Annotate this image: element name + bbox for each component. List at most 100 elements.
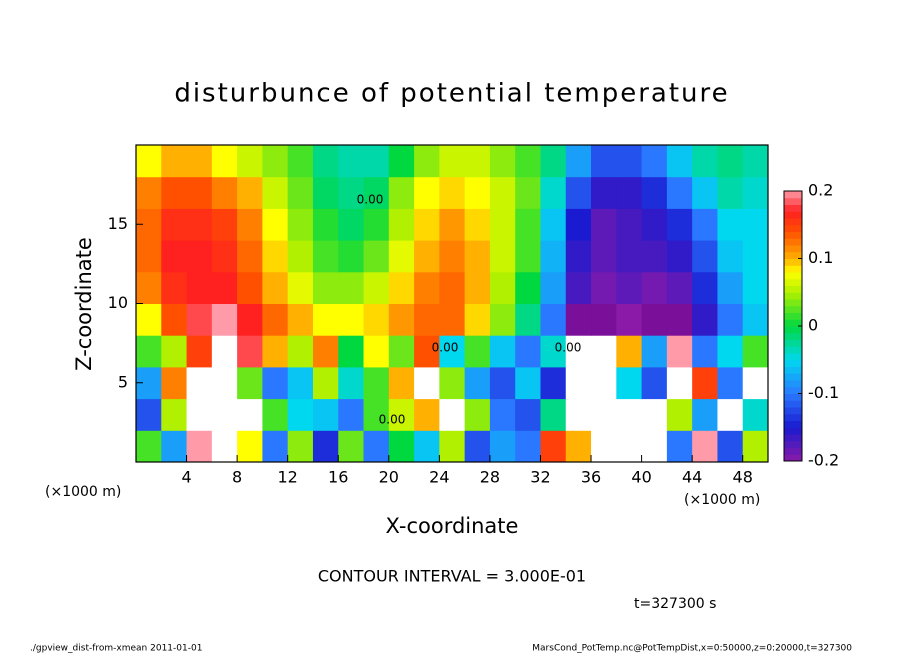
heatmap-cell: [262, 430, 289, 463]
heatmap-cell: [287, 176, 314, 209]
colorbar-segment: [784, 231, 802, 239]
heatmap-cell: [186, 303, 213, 336]
heatmap-cell: [666, 366, 693, 400]
heatmap-cell: [388, 208, 415, 241]
heatmap-cell: [666, 335, 693, 368]
heatmap-cell: [287, 271, 314, 304]
heatmap-cell: [186, 208, 213, 241]
heatmap-cell: [742, 398, 769, 431]
heatmap-cell: [641, 208, 668, 241]
colorbar-segment: [784, 427, 802, 435]
heatmap-cell: [489, 240, 516, 273]
heatmap-cell: [616, 271, 643, 304]
heatmap-cell: [262, 366, 289, 400]
heatmap-cell: [186, 240, 213, 273]
heatmap-cell: [464, 271, 491, 304]
heatmap-cell: [565, 366, 592, 400]
heatmap-cell: [363, 271, 390, 304]
heatmap-cell: [666, 430, 693, 463]
heatmap-cell: [338, 145, 365, 178]
heatmap-cell: [211, 335, 238, 368]
colorbar-tick-label: -0.2: [808, 451, 839, 470]
colorbar-segment: [784, 366, 802, 374]
heatmap-cell: [262, 176, 289, 209]
heatmap-cell: [237, 303, 263, 336]
heatmap-cell: [363, 430, 390, 463]
heatmap-cell: [262, 335, 289, 368]
colorbar-segment: [784, 386, 802, 394]
heatmap-cell: [717, 335, 744, 368]
heatmap-cell: [641, 430, 668, 463]
heatmap-cell: [439, 145, 466, 178]
heatmap-cell: [161, 398, 188, 431]
heatmap-cell: [641, 176, 668, 209]
heatmap-cell: [641, 303, 668, 336]
heatmap-cell: [515, 271, 541, 304]
heatmap-cell: [489, 208, 516, 241]
heatmap-cell: [363, 145, 390, 178]
heatmap-cell: [692, 271, 718, 304]
heatmap-cell: [161, 176, 188, 209]
footer-left: ./gpview_dist-from-xmean 2011-01-01: [30, 644, 202, 654]
heatmap-cell: [616, 335, 643, 368]
heatmap-cell: [388, 430, 415, 463]
heatmap-cell: [363, 208, 390, 241]
heatmap-cell: [338, 208, 365, 241]
heatmap-cell: [540, 303, 567, 336]
heatmap-cell: [338, 303, 365, 336]
heatmap-cell: [287, 398, 314, 431]
heatmap-cell: [616, 176, 643, 209]
colorbar-segment: [784, 285, 802, 293]
heatmap-cell: [237, 430, 263, 463]
x-tick-label: 48: [733, 468, 753, 487]
heatmap-cell: [666, 398, 693, 431]
heatmap-cell: [211, 176, 238, 209]
y-tick-label: 10: [108, 293, 128, 312]
heatmap-cell: [540, 145, 567, 178]
heatmap-cell: [591, 366, 617, 400]
heatmap-cell: [540, 430, 567, 463]
heatmap-cell: [717, 208, 744, 241]
heatmap-cell: [464, 176, 491, 209]
colorbar-segment: [784, 373, 802, 381]
heatmap-cell: [186, 271, 213, 304]
colorbar-segment: [784, 312, 802, 320]
heatmap-cell: [363, 303, 390, 336]
heatmap-cell: [489, 366, 516, 400]
heatmap-cell: [414, 398, 440, 431]
heatmap-cell: [312, 208, 339, 241]
footer-right: MarsCond_PotTemp.nc@PotTempDist,x=0:5000…: [532, 644, 852, 654]
x-tick-label: 4: [181, 468, 191, 487]
heatmap-cell: [414, 176, 440, 209]
heatmap-cell: [338, 335, 365, 368]
heatmap-cell: [540, 271, 567, 304]
heatmap-cell: [591, 303, 617, 336]
chart-title: disturbunce of potential temperature: [174, 79, 729, 109]
heatmap-cell: [262, 208, 289, 241]
heatmap-cell: [439, 271, 466, 304]
x-tick-label: 8: [232, 468, 242, 487]
heatmap-cell: [692, 366, 718, 400]
contour-label: 0.00: [379, 413, 406, 427]
heatmap-cell: [439, 430, 466, 463]
colorbar-segment: [784, 204, 802, 212]
heatmap-cell: [641, 398, 668, 431]
heatmap-cell: [540, 176, 567, 209]
colorbar-segment: [784, 454, 802, 462]
heatmap-cell: [641, 335, 668, 368]
heatmap-cell: [742, 303, 769, 336]
heatmap-cell: [388, 145, 415, 178]
colorbar-segment: [784, 447, 802, 455]
heatmap-cell: [338, 240, 365, 273]
x-tick-label: 28: [480, 468, 500, 487]
heatmap-cell: [211, 366, 238, 400]
colorbar-segment: [784, 359, 802, 367]
heatmap-cell: [616, 145, 643, 178]
heatmap-cell: [666, 240, 693, 273]
heatmap-cell: [717, 303, 744, 336]
heatmap-cell: [515, 366, 541, 400]
heatmap-cell: [363, 335, 390, 368]
x-tick-label: 40: [631, 468, 651, 487]
colorbar-segment: [784, 305, 802, 313]
y-unit: (×1000 m): [45, 484, 121, 500]
